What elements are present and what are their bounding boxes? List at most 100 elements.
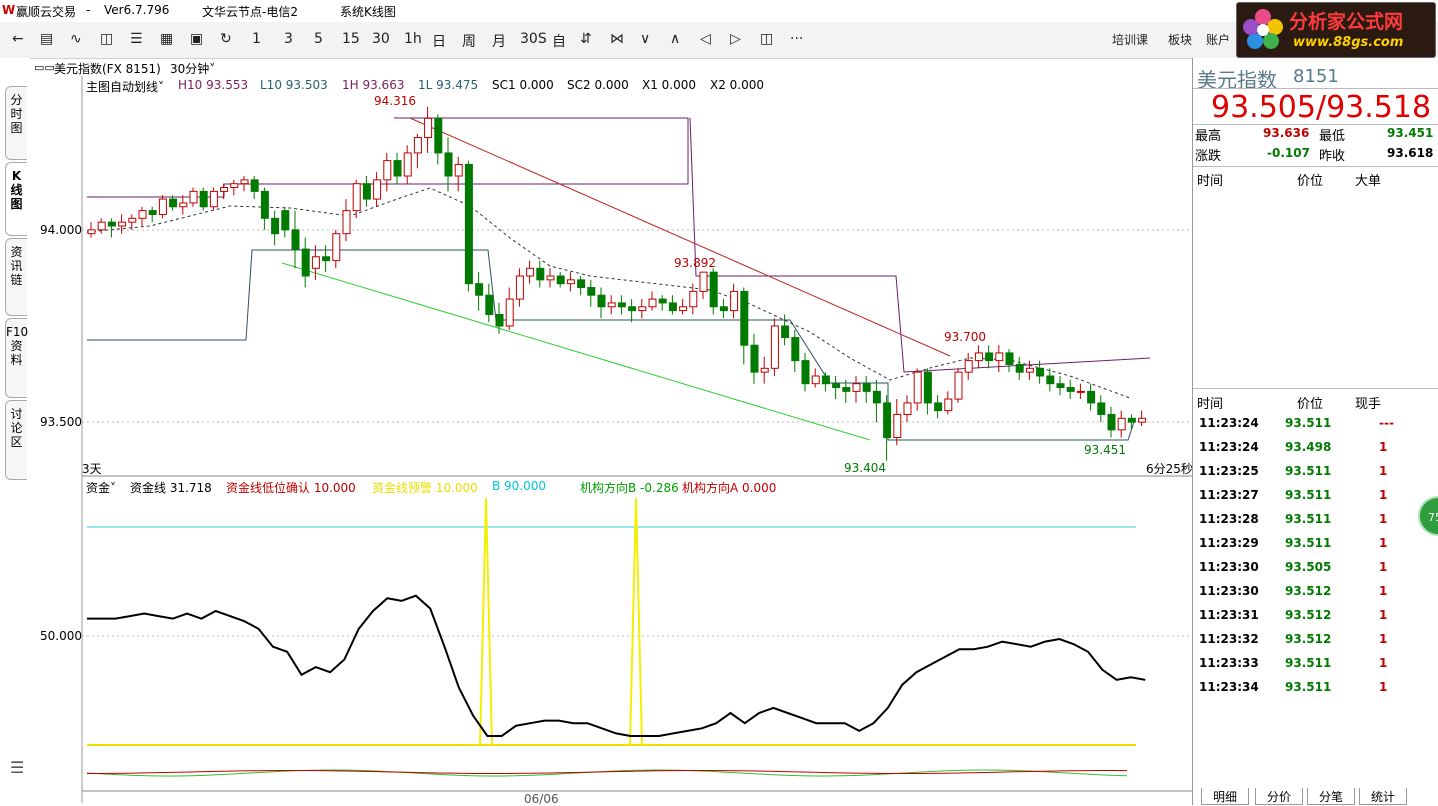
more-icon[interactable]: ··· (790, 31, 804, 47)
period-button-3[interactable]: 15 (342, 31, 360, 47)
scroll-down-icon[interactable]: ∨ (640, 31, 651, 47)
tick-row: 11:23:34 93.511 1 (1199, 676, 1435, 700)
main-indicator-selector[interactable]: 主图自动划线˅ (86, 80, 165, 94)
zoom-in-icon[interactable]: ⇵ (580, 31, 592, 47)
candle-icon[interactable]: ◫ (100, 31, 114, 47)
tab-timeshare[interactable]: 分时图 (5, 86, 27, 160)
tick-price: 93.505 (1285, 560, 1332, 574)
period-button-0[interactable]: 1 (252, 31, 261, 47)
tab-f10[interactable]: F10资料 (5, 318, 28, 398)
candle-body (352, 183, 361, 212)
quote-price: 93.505/93.518 (1211, 90, 1432, 125)
period-button-7[interactable]: 周 (462, 34, 476, 50)
candle-body (1107, 413, 1116, 431)
sub-indicator-selector[interactable]: 资金˅ (86, 481, 117, 495)
tab-forum[interactable]: 讨论区 (5, 400, 27, 480)
candle-body (107, 221, 116, 227)
menu-icon[interactable]: ☰ (10, 758, 25, 777)
candle-body (128, 217, 137, 223)
prev-icon[interactable]: ◁ (700, 31, 711, 47)
candle-body (526, 267, 535, 277)
tick-time: 11:23:34 (1199, 680, 1259, 694)
candle-body (934, 402, 943, 412)
bottom-tab-2[interactable]: 分笔 (1307, 788, 1355, 805)
table-icon[interactable]: ▦ (160, 31, 174, 47)
candle-body (852, 383, 861, 392)
annot-mid: 93.892 (674, 256, 716, 270)
candle-body (781, 325, 790, 339)
refresh-icon[interactable]: ↻ (220, 31, 232, 47)
period-selector[interactable]: 30分钟˅ (170, 62, 216, 76)
candle-body (413, 137, 422, 154)
list-icon[interactable]: ▤ (40, 31, 54, 47)
candle-body (189, 190, 198, 204)
candle-body (97, 221, 106, 231)
change-value: -0.107 (1267, 146, 1310, 160)
tick-row: 11:23:24 93.498 1 (1199, 436, 1435, 460)
candle-body (954, 371, 963, 400)
tick-row: 11:23:30 93.512 1 (1199, 580, 1435, 604)
tick-time: 11:23:25 (1199, 464, 1259, 478)
annot-low: 93.404 (844, 461, 886, 475)
layout-icon[interactable]: ◫ (760, 31, 774, 47)
period-button-1[interactable]: 3 (284, 31, 293, 47)
training-button[interactable]: 培训课 (1112, 33, 1149, 47)
candle-body (893, 413, 902, 439)
save-icon[interactable]: ▣ (190, 31, 204, 47)
indicator-value-3: 1L 93.475 (418, 78, 479, 92)
tick-row: 11:23:27 93.511 1 (1199, 484, 1435, 508)
period-button-10[interactable]: 自 (552, 34, 566, 50)
candle-body (719, 306, 728, 312)
candle-body (424, 117, 433, 139)
candle-body (740, 290, 749, 346)
ytick-93500: 93.500 (40, 415, 82, 429)
tick-price: 93.511 (1285, 680, 1332, 694)
upper-step-line-2 (689, 117, 1151, 373)
bottom-tab-3[interactable]: 统计 (1359, 788, 1407, 805)
tick-volume: 1 (1379, 440, 1388, 454)
indicator-icon[interactable]: ☰ (130, 31, 143, 47)
back-arrow-icon[interactable]: ← (12, 31, 24, 47)
candle-body (475, 283, 484, 296)
candle-body (638, 306, 647, 312)
bottom-tab-0[interactable]: 明细 (1201, 788, 1249, 805)
tab-kline[interactable]: K线图 (5, 162, 27, 236)
candle-body (862, 383, 871, 392)
tick-price: 93.512 (1285, 608, 1332, 622)
candle-body (230, 183, 239, 189)
period-button-2[interactable]: 5 (314, 31, 323, 47)
tick-volume: 1 (1379, 632, 1388, 646)
line-chart-icon[interactable]: ∿ (70, 31, 82, 47)
candle-body (944, 398, 953, 412)
instrument-name[interactable]: 美元指数(FX 8151) (54, 62, 161, 76)
candle-body (1066, 387, 1075, 392)
period-button-4[interactable]: 30 (372, 31, 390, 47)
tick-volume: 1 (1379, 488, 1388, 502)
candle-body (832, 383, 841, 389)
sector-button[interactable]: 板块 (1168, 33, 1193, 47)
tick-col-price: 价位 (1297, 397, 1324, 412)
chart-area[interactable]: ▭▭ 美元指数(FX 8151) 30分钟˅ 主图自动划线˅ H10 93.55… (30, 58, 1193, 806)
candle-body (801, 360, 810, 385)
server-node[interactable]: 文华云节点-电信2 (202, 5, 298, 19)
bottom-tab-1[interactable]: 分价 (1255, 788, 1303, 805)
candle-body (964, 360, 973, 373)
period-button-9[interactable]: 30S (520, 31, 547, 47)
period-button-8[interactable]: 月 (492, 34, 506, 50)
moving-average-line (86, 187, 1131, 399)
scroll-up-icon[interactable]: ∧ (670, 31, 681, 47)
tick-row: 11:23:30 93.505 1 (1199, 556, 1435, 580)
app-icon: W (2, 3, 16, 17)
next-icon[interactable]: ▷ (730, 31, 741, 47)
account-button[interactable]: 账户 (1206, 33, 1231, 47)
tab-news[interactable]: 资讯链 (5, 238, 27, 316)
link-icon[interactable]: ▭▭ (34, 61, 55, 74)
zoom-out-icon[interactable]: ⋈ (610, 31, 624, 47)
system-chart-label[interactable]: 系统K线图 (340, 5, 396, 19)
candle-body (811, 375, 820, 385)
period-button-5[interactable]: 1h (404, 31, 422, 47)
candle-body (1015, 363, 1024, 373)
ytick-94000: 94.000 (40, 223, 82, 237)
period-button-6[interactable]: 日 (432, 34, 446, 50)
kline-chart[interactable] (30, 58, 1192, 805)
